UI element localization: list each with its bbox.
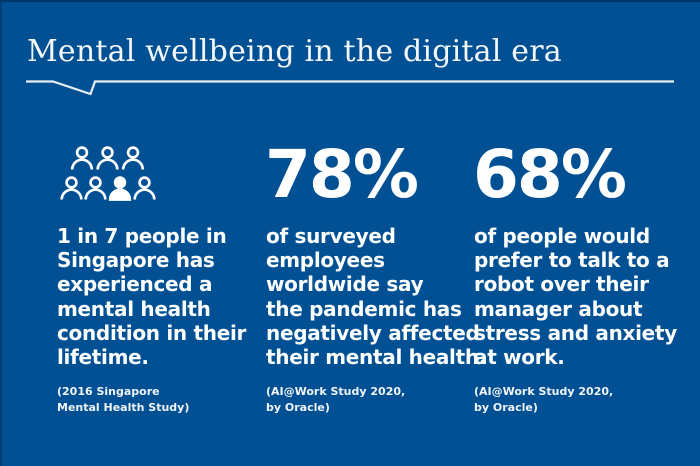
stat-source-line: (AI@Work Study 2020,	[266, 385, 406, 398]
stat-description-line: robot over their	[474, 272, 649, 297]
speech-bubble-divider-icon	[26, 80, 674, 96]
stat-column-singapore: 1 in 7 people in Singapore has experienc…	[56, 0, 266, 466]
stat-description-line: experienced a	[57, 272, 213, 297]
stat-description-line: stress and anxiety	[474, 320, 677, 345]
stat-description-line: condition in their	[57, 320, 247, 345]
stat-source: (AI@Work Study 2020, by Oracle)	[266, 384, 405, 415]
stat-description: 1 in 7 people in Singapore has experienc…	[57, 224, 246, 369]
stat-description-line: manager about	[474, 296, 643, 321]
people-group-icon	[60, 146, 156, 201]
stat-source-line: Mental Health Study)	[57, 400, 190, 414]
stat-description: of surveyed employees worldwide say the …	[266, 224, 486, 369]
stat-description-line: the pandemic has	[266, 296, 462, 321]
stat-description-line: negatively affected	[266, 320, 480, 345]
stat-column-robot: 68% of people would prefer to talk to a …	[473, 0, 683, 466]
person-filled-icon	[108, 176, 132, 201]
stat-description-line: prefer to talk to a	[474, 248, 670, 273]
person-outline-icon	[84, 176, 107, 201]
stat-source: (AI@Work Study 2020, by Oracle)	[474, 384, 613, 415]
stat-column-pandemic: 78% of surveyed employees worldwide say …	[265, 0, 486, 466]
stat-description-line: at work.	[474, 345, 565, 370]
stat-source: (2016 Singapore Mental Health Study)	[57, 384, 189, 415]
stat-source-line: (2016 Singapore	[57, 385, 160, 398]
stat-description-line: their mental health.	[266, 345, 487, 370]
person-outline-icon	[121, 146, 145, 171]
person-outline-icon	[70, 146, 94, 171]
stat-description-line: mental health	[57, 296, 211, 321]
stat-value: 68%	[473, 136, 627, 213]
stat-description-line: Singapore has	[57, 248, 215, 273]
stat-description-line: of surveyed	[266, 224, 396, 248]
stat-description: of people would prefer to talk to a robo…	[474, 224, 677, 369]
stat-source-line: by Oracle)	[474, 400, 538, 414]
stat-description-line: lifetime.	[57, 345, 149, 370]
stat-value: 78%	[265, 136, 419, 213]
stat-description-line: of people would	[474, 224, 650, 248]
person-outline-icon	[60, 176, 83, 201]
stat-description-line: employees	[266, 248, 385, 273]
page-title: Mental wellbeing in the digital era	[27, 34, 562, 69]
stat-description-line: worldwide say	[266, 272, 424, 297]
stat-description-line: 1 in 7 people in	[57, 224, 227, 248]
person-outline-icon	[133, 176, 156, 201]
stat-source-line: (AI@Work Study 2020,	[474, 385, 614, 398]
stat-source-line: by Oracle)	[266, 400, 330, 414]
person-outline-icon	[96, 146, 119, 171]
